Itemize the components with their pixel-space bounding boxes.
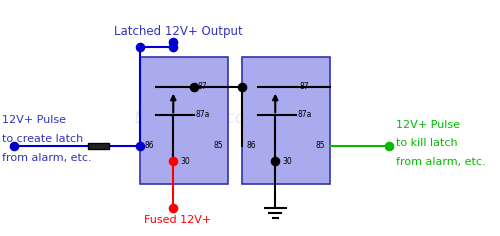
Point bbox=[10, 144, 18, 148]
Point bbox=[271, 159, 279, 163]
Text: 86: 86 bbox=[246, 141, 256, 150]
Point bbox=[170, 41, 177, 44]
Text: Latched 12V+ Output: Latched 12V+ Output bbox=[114, 25, 242, 38]
Point bbox=[190, 85, 198, 89]
Bar bbox=[88, 143, 109, 149]
Point bbox=[170, 45, 177, 49]
Point bbox=[170, 206, 177, 210]
Text: 87: 87 bbox=[299, 82, 309, 91]
Text: 87a: 87a bbox=[196, 110, 210, 118]
Text: 12V+ Pulse: 12V+ Pulse bbox=[396, 120, 460, 130]
Text: to kill latch: to kill latch bbox=[396, 139, 458, 148]
Text: 30: 30 bbox=[282, 157, 292, 166]
Text: 85: 85 bbox=[316, 141, 325, 150]
Point bbox=[238, 85, 246, 89]
Text: from alarm, etc.: from alarm, etc. bbox=[2, 153, 92, 163]
Text: 30: 30 bbox=[180, 157, 190, 166]
Text: the12volt.com: the12volt.com bbox=[134, 109, 264, 127]
Bar bbox=[140, 57, 228, 184]
Text: to create latch: to create latch bbox=[2, 134, 84, 144]
Text: from alarm, etc.: from alarm, etc. bbox=[396, 157, 486, 167]
Bar bbox=[242, 57, 330, 184]
Point bbox=[170, 159, 177, 163]
Text: 87: 87 bbox=[197, 82, 207, 91]
Text: Fused 12V+: Fused 12V+ bbox=[144, 215, 212, 225]
Point bbox=[385, 144, 393, 148]
Text: 87a: 87a bbox=[298, 110, 312, 118]
Point bbox=[136, 45, 144, 49]
Point bbox=[136, 144, 144, 148]
Text: 86: 86 bbox=[144, 141, 154, 150]
Text: 12V+ Pulse: 12V+ Pulse bbox=[2, 115, 66, 125]
Text: 85: 85 bbox=[214, 141, 223, 150]
